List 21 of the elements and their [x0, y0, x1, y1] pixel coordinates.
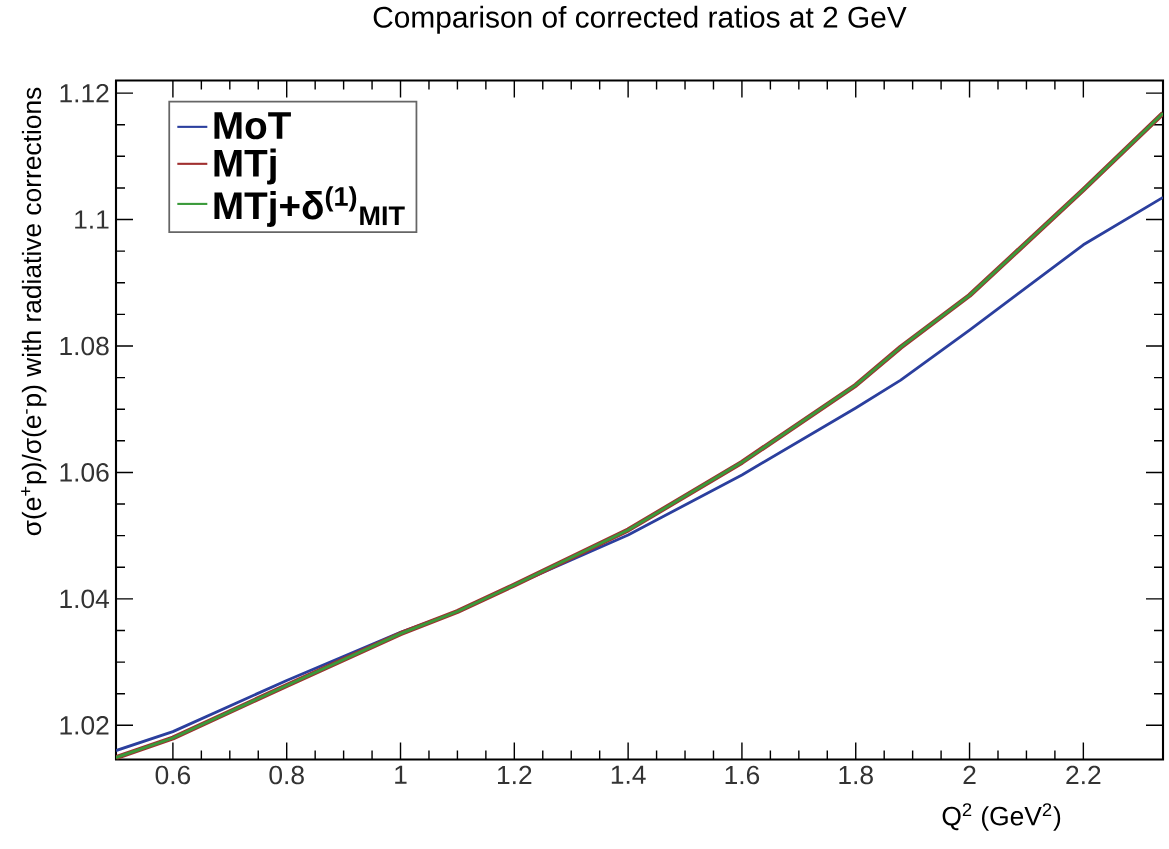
- x-tick-label: 1.2: [498, 765, 532, 784]
- x-tick-label: 2.2: [1066, 765, 1101, 784]
- legend-label: MoT: [214, 112, 291, 139]
- x-tick-label: 1.4: [611, 765, 646, 784]
- y-tick-label: 1.1: [75, 210, 109, 229]
- x-axis-title: Q$^{2}$ (GeV$^{2}$): [942, 802, 1061, 831]
- y-axis-title: σ(e$^{+}$p)/σ(e$^{-}$p) with radiative corrections: [21, 87, 47, 536]
- y-tick-label: 1.12: [60, 83, 109, 103]
- x-tick-label: 0.6: [155, 765, 191, 785]
- legend-label: MTj: [214, 148, 276, 185]
- y-tick-label: 1.06: [60, 462, 109, 482]
- x-tick-label: 2: [963, 765, 976, 784]
- y-tick-label: 1.04: [60, 589, 110, 608]
- x-tick-label: 1.6: [725, 765, 760, 785]
- y-tick-label: 1.02: [60, 715, 109, 735]
- x-tick-label: 1.8: [839, 765, 873, 785]
- x-tick-label: 0.8: [269, 765, 304, 785]
- chart-title: Comparison of corrected ratios at 2 GeV: [373, 5, 907, 34]
- legend-label: MTj+δ$^{(1)}$MIT: [214, 185, 405, 227]
- y-tick-label: 1.08: [60, 336, 109, 356]
- x-tick-label: 1: [395, 765, 407, 784]
